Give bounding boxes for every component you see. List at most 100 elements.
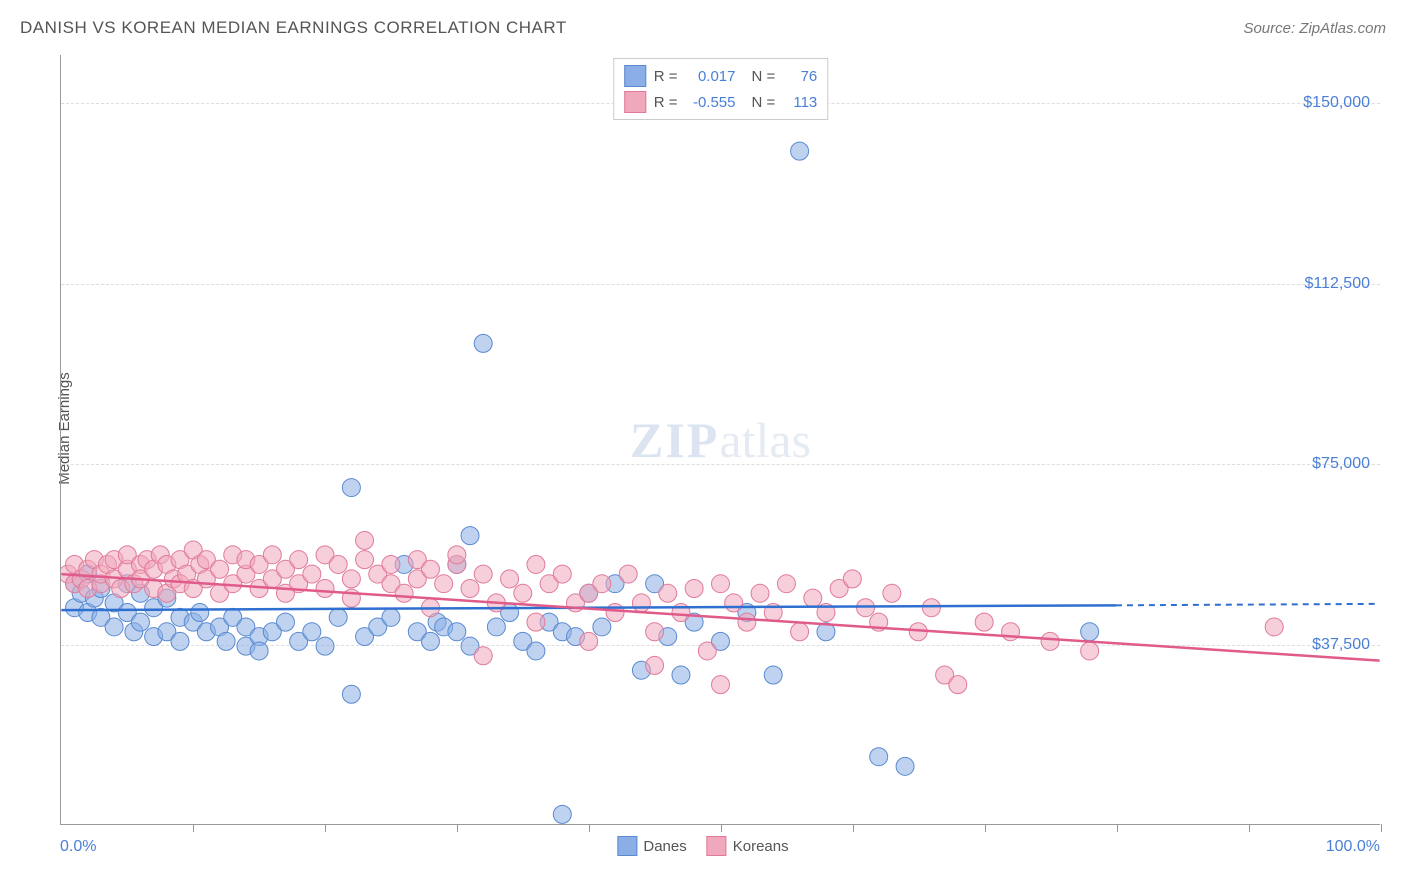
regression-line-extrapolated xyxy=(1116,604,1380,605)
data-point xyxy=(395,584,413,602)
data-point xyxy=(659,584,677,602)
data-point xyxy=(527,555,545,573)
legend-swatch xyxy=(707,836,727,856)
data-point xyxy=(553,805,571,823)
data-point xyxy=(883,584,901,602)
data-point xyxy=(461,527,479,545)
data-point xyxy=(949,676,967,694)
data-point xyxy=(646,623,664,641)
chart-svg xyxy=(61,55,1380,824)
data-point xyxy=(474,334,492,352)
data-point xyxy=(712,575,730,593)
data-point xyxy=(593,618,611,636)
data-point xyxy=(474,565,492,583)
r-value: -0.555 xyxy=(686,94,736,111)
data-point xyxy=(698,642,716,660)
data-point xyxy=(606,604,624,622)
data-point xyxy=(777,575,795,593)
legend-swatch xyxy=(617,836,637,856)
data-point xyxy=(382,555,400,573)
data-point xyxy=(250,642,268,660)
data-point xyxy=(843,570,861,588)
data-point xyxy=(685,580,703,598)
x-tick xyxy=(1117,824,1118,832)
data-point xyxy=(448,546,466,564)
data-point xyxy=(421,632,439,650)
x-axis-min-label: 0.0% xyxy=(60,838,96,856)
data-point xyxy=(329,555,347,573)
data-point xyxy=(791,142,809,160)
data-point xyxy=(263,546,281,564)
n-value: 113 xyxy=(783,94,817,111)
data-point xyxy=(501,570,519,588)
data-point xyxy=(672,666,690,684)
legend-swatch xyxy=(624,91,646,113)
data-point xyxy=(1002,623,1020,641)
legend-item: Danes xyxy=(617,836,686,856)
x-tick xyxy=(1381,824,1382,832)
data-point xyxy=(580,632,598,650)
x-tick xyxy=(589,824,590,832)
correlation-legend: R =0.017N =76R =-0.555N =113 xyxy=(613,58,829,120)
series-legend: Danes Koreans xyxy=(617,836,788,856)
r-label: R = xyxy=(654,94,678,111)
r-value: 0.017 xyxy=(686,68,736,85)
data-point xyxy=(435,575,453,593)
x-tick xyxy=(325,824,326,832)
data-point xyxy=(382,608,400,626)
data-point xyxy=(1081,623,1099,641)
data-point xyxy=(217,632,235,650)
data-point xyxy=(105,618,123,636)
x-tick xyxy=(985,824,986,832)
data-point xyxy=(290,551,308,569)
x-tick xyxy=(193,824,194,832)
data-point xyxy=(896,757,914,775)
legend-label: Koreans xyxy=(733,838,789,855)
data-point xyxy=(725,594,743,612)
data-point xyxy=(922,599,940,617)
data-point xyxy=(514,584,532,602)
data-point xyxy=(764,666,782,684)
data-point xyxy=(646,656,664,674)
source-attribution: Source: ZipAtlas.com xyxy=(1243,20,1386,37)
n-label: N = xyxy=(752,68,776,85)
data-point xyxy=(751,584,769,602)
data-point xyxy=(791,623,809,641)
data-point xyxy=(329,608,347,626)
x-tick xyxy=(1249,824,1250,832)
correlation-legend-row: R = -0.555 N = 113 xyxy=(624,89,818,115)
legend-label: Danes xyxy=(643,838,686,855)
n-label: N = xyxy=(752,94,776,111)
data-point xyxy=(527,613,545,631)
legend-swatch xyxy=(624,65,646,87)
data-point xyxy=(276,613,294,631)
data-point xyxy=(303,623,321,641)
data-point xyxy=(632,594,650,612)
data-point xyxy=(870,748,888,766)
data-point xyxy=(342,479,360,497)
data-point xyxy=(461,580,479,598)
plot-area: ZIPatlas R =0.017N =76R =-0.555N =113 $3… xyxy=(60,55,1380,825)
data-point xyxy=(356,551,374,569)
data-point xyxy=(738,613,756,631)
data-point xyxy=(553,565,571,583)
data-point xyxy=(342,570,360,588)
data-point xyxy=(131,613,149,631)
data-point xyxy=(1081,642,1099,660)
data-point xyxy=(356,531,374,549)
data-point xyxy=(975,613,993,631)
data-point xyxy=(804,589,822,607)
data-point xyxy=(712,676,730,694)
data-point xyxy=(316,637,334,655)
data-point xyxy=(1265,618,1283,636)
data-point xyxy=(619,565,637,583)
x-tick xyxy=(721,824,722,832)
data-point xyxy=(421,560,439,578)
chart-title: DANISH VS KOREAN MEDIAN EARNINGS CORRELA… xyxy=(20,18,567,38)
data-point xyxy=(342,685,360,703)
x-tick xyxy=(457,824,458,832)
x-tick xyxy=(853,824,854,832)
x-axis-max-label: 100.0% xyxy=(1326,838,1380,856)
chart-header: DANISH VS KOREAN MEDIAN EARNINGS CORRELA… xyxy=(20,18,1386,38)
data-point xyxy=(191,604,209,622)
